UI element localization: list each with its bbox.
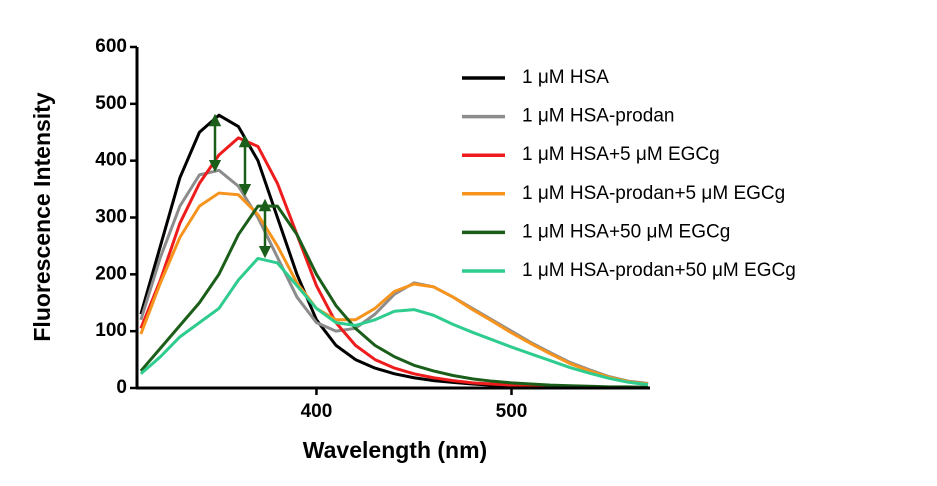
- legend-label: 1 μM HSA-prodan+5 μM EGCg: [522, 183, 785, 204]
- y-tick-label: 0: [116, 377, 127, 398]
- y-tick-label: 100: [95, 320, 127, 341]
- legend-label: 1 μM HSA+50 μM EGCg: [522, 221, 730, 242]
- y-tick-label: 500: [95, 93, 127, 114]
- x-tick-label: 400: [301, 401, 333, 422]
- legend: 1 μM HSA 1 μM HSA-prodan 1 μM HSA+5 μM EGC…: [462, 67, 796, 281]
- plot-area: 0 100 200 300 400 500 600 400 500: [95, 36, 650, 422]
- legend-label: 1 μM HSA: [522, 67, 609, 88]
- legend-label: 1 μM HSA+5 μM EGCg: [522, 144, 720, 165]
- y-tick-label: 600: [95, 36, 127, 57]
- data-line: [139, 191, 649, 386]
- y-axis-title: Fluorescence Intensity: [29, 92, 55, 341]
- data-line: [139, 256, 649, 387]
- legend-label: 1 μM HSA-prodan+50 μM EGCg: [522, 260, 796, 281]
- y-tick-label: 200: [95, 263, 127, 284]
- legend-label: 1 μM HSA-prodan: [522, 106, 674, 127]
- data-line: [139, 204, 649, 389]
- x-tick-label: 500: [496, 401, 528, 422]
- y-tick-label: 300: [95, 207, 127, 228]
- x-axis-title: Wavelength (nm): [303, 437, 487, 463]
- y-tick-label: 400: [95, 150, 127, 171]
